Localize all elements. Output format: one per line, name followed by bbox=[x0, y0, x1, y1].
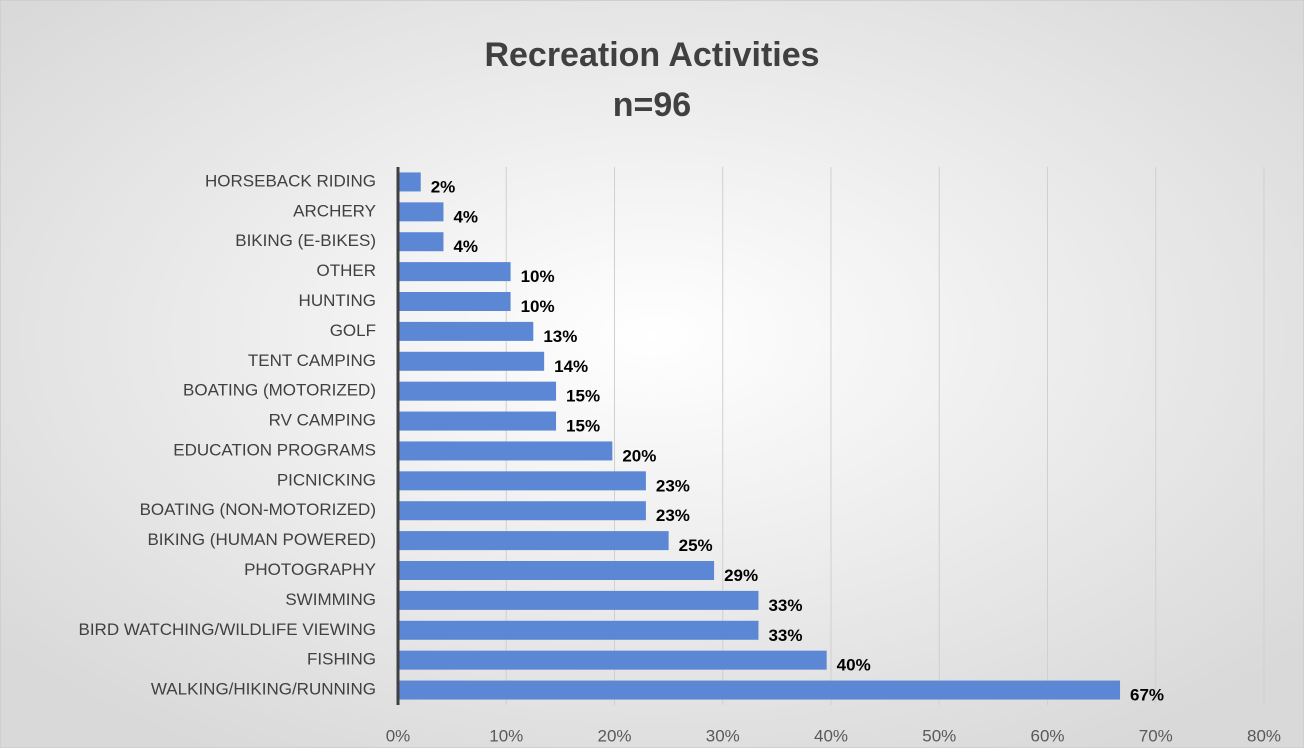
y-tick-label: ARCHERY bbox=[293, 201, 376, 220]
x-tick-label: 50% bbox=[922, 726, 956, 745]
data-label: 20% bbox=[622, 446, 656, 465]
bar bbox=[398, 531, 669, 551]
y-tick-label: RV CAMPING bbox=[269, 411, 376, 430]
bar bbox=[398, 262, 511, 282]
data-label: 29% bbox=[724, 566, 758, 585]
y-tick-label: BIRD WATCHING/WILDLIFE VIEWING bbox=[78, 620, 376, 639]
chart-subtitle: n=96 bbox=[613, 86, 691, 124]
bar bbox=[398, 292, 511, 311]
y-tick-label: WALKING/HIKING/RUNNING bbox=[151, 680, 376, 699]
data-label: 67% bbox=[1130, 686, 1164, 705]
x-tick-label: 30% bbox=[706, 726, 740, 745]
y-tick-label: PHOTOGRAPHY bbox=[244, 560, 376, 579]
x-tick-label: 0% bbox=[386, 726, 411, 745]
x-tick-label: 70% bbox=[1139, 726, 1173, 745]
data-label: 23% bbox=[656, 476, 690, 495]
y-tick-label: HORSEBACK RIDING bbox=[205, 171, 376, 190]
data-label: 15% bbox=[566, 417, 600, 436]
bar bbox=[398, 232, 444, 252]
y-tick-label: EDUCATION PROGRAMS bbox=[173, 440, 376, 459]
data-label: 33% bbox=[768, 596, 802, 615]
x-tick-label: 60% bbox=[1030, 726, 1064, 745]
data-label: 4% bbox=[453, 207, 478, 226]
bar bbox=[398, 561, 715, 580]
bar bbox=[398, 351, 545, 371]
x-tick-label: 80% bbox=[1247, 726, 1281, 745]
x-tick-label: 10% bbox=[489, 726, 523, 745]
y-tick-label: BIKING (HUMAN POWERED) bbox=[147, 530, 376, 549]
bar bbox=[398, 650, 827, 670]
bar bbox=[398, 172, 421, 192]
y-tick-label: BOATING (MOTORIZED) bbox=[183, 381, 376, 400]
y-tick-label: TENT CAMPING bbox=[248, 351, 376, 370]
bar bbox=[398, 680, 1121, 700]
bar bbox=[398, 381, 557, 401]
data-label: 23% bbox=[656, 506, 690, 525]
bar bbox=[398, 501, 646, 521]
data-label: 33% bbox=[768, 626, 802, 645]
y-tick-label: GOLF bbox=[330, 321, 376, 340]
bar bbox=[398, 590, 759, 610]
x-tick-label: 20% bbox=[597, 726, 631, 745]
y-tick-label: PICNICKING bbox=[277, 470, 376, 489]
y-tick-label: OTHER bbox=[317, 261, 377, 280]
x-tick-label: 40% bbox=[814, 726, 848, 745]
y-tick-label: BIKING (E-BIKES) bbox=[235, 231, 376, 250]
chart-title: Recreation Activities bbox=[484, 36, 819, 74]
y-tick-label: HUNTING bbox=[299, 291, 376, 310]
data-label: 40% bbox=[837, 656, 871, 675]
bar bbox=[398, 441, 613, 461]
data-label: 15% bbox=[566, 387, 600, 406]
data-label: 14% bbox=[554, 357, 588, 376]
y-tick-label: BOATING (NON-MOTORIZED) bbox=[140, 500, 376, 519]
data-label: 4% bbox=[453, 237, 478, 256]
bar bbox=[398, 411, 557, 431]
bar bbox=[398, 471, 646, 491]
data-label: 10% bbox=[521, 297, 555, 316]
data-label: 13% bbox=[543, 327, 577, 346]
data-label: 25% bbox=[679, 536, 713, 555]
y-tick-label: FISHING bbox=[307, 650, 376, 669]
bar bbox=[398, 620, 759, 640]
data-label: 10% bbox=[521, 267, 555, 286]
data-label: 2% bbox=[431, 177, 456, 196]
y-tick-label: SWIMMING bbox=[285, 590, 376, 609]
bar bbox=[398, 321, 534, 341]
bar bbox=[398, 202, 444, 222]
